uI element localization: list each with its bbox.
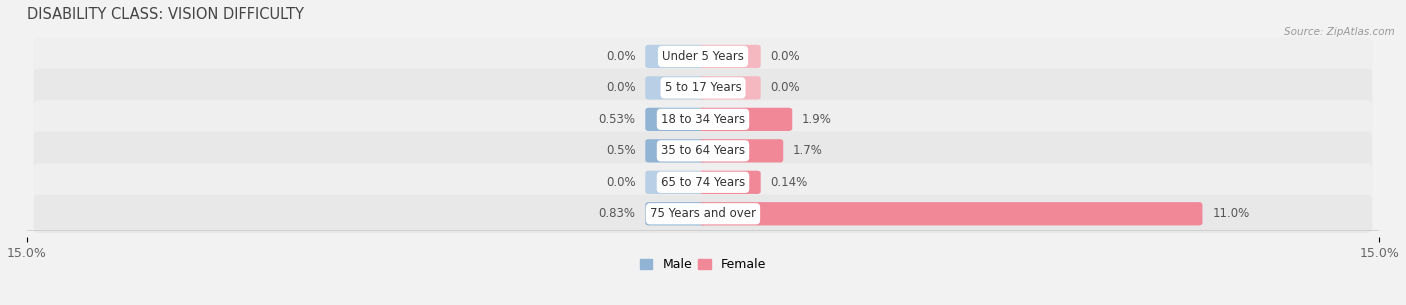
- Text: 35 to 64 Years: 35 to 64 Years: [661, 144, 745, 157]
- Text: 18 to 34 Years: 18 to 34 Years: [661, 113, 745, 126]
- FancyBboxPatch shape: [699, 108, 792, 131]
- Text: 11.0%: 11.0%: [1212, 207, 1250, 220]
- FancyBboxPatch shape: [699, 202, 1202, 225]
- Text: DISABILITY CLASS: VISION DIFFICULTY: DISABILITY CLASS: VISION DIFFICULTY: [27, 7, 304, 22]
- Legend: Male, Female: Male, Female: [636, 253, 770, 276]
- FancyBboxPatch shape: [699, 171, 761, 194]
- Text: 0.0%: 0.0%: [770, 50, 800, 63]
- Text: 0.53%: 0.53%: [599, 113, 636, 126]
- Text: Under 5 Years: Under 5 Years: [662, 50, 744, 63]
- FancyBboxPatch shape: [34, 37, 1372, 76]
- Text: 0.5%: 0.5%: [606, 144, 636, 157]
- Text: 1.7%: 1.7%: [793, 144, 823, 157]
- Text: 65 to 74 Years: 65 to 74 Years: [661, 176, 745, 189]
- FancyBboxPatch shape: [34, 132, 1372, 170]
- FancyBboxPatch shape: [645, 171, 707, 194]
- FancyBboxPatch shape: [34, 195, 1372, 233]
- Text: Source: ZipAtlas.com: Source: ZipAtlas.com: [1284, 27, 1395, 38]
- Text: 0.0%: 0.0%: [606, 81, 636, 95]
- FancyBboxPatch shape: [645, 108, 707, 131]
- Text: 0.14%: 0.14%: [770, 176, 808, 189]
- FancyBboxPatch shape: [645, 202, 707, 225]
- FancyBboxPatch shape: [645, 139, 707, 163]
- Text: 0.0%: 0.0%: [606, 176, 636, 189]
- Text: 75 Years and over: 75 Years and over: [650, 207, 756, 220]
- FancyBboxPatch shape: [699, 139, 783, 163]
- Text: 1.9%: 1.9%: [803, 113, 832, 126]
- Text: 0.83%: 0.83%: [599, 207, 636, 220]
- FancyBboxPatch shape: [645, 45, 707, 68]
- Text: 0.0%: 0.0%: [606, 50, 636, 63]
- FancyBboxPatch shape: [699, 45, 761, 68]
- FancyBboxPatch shape: [645, 76, 707, 99]
- FancyBboxPatch shape: [34, 69, 1372, 107]
- Text: 5 to 17 Years: 5 to 17 Years: [665, 81, 741, 95]
- FancyBboxPatch shape: [34, 163, 1372, 202]
- Text: 0.0%: 0.0%: [770, 81, 800, 95]
- FancyBboxPatch shape: [34, 100, 1372, 138]
- FancyBboxPatch shape: [699, 76, 761, 99]
